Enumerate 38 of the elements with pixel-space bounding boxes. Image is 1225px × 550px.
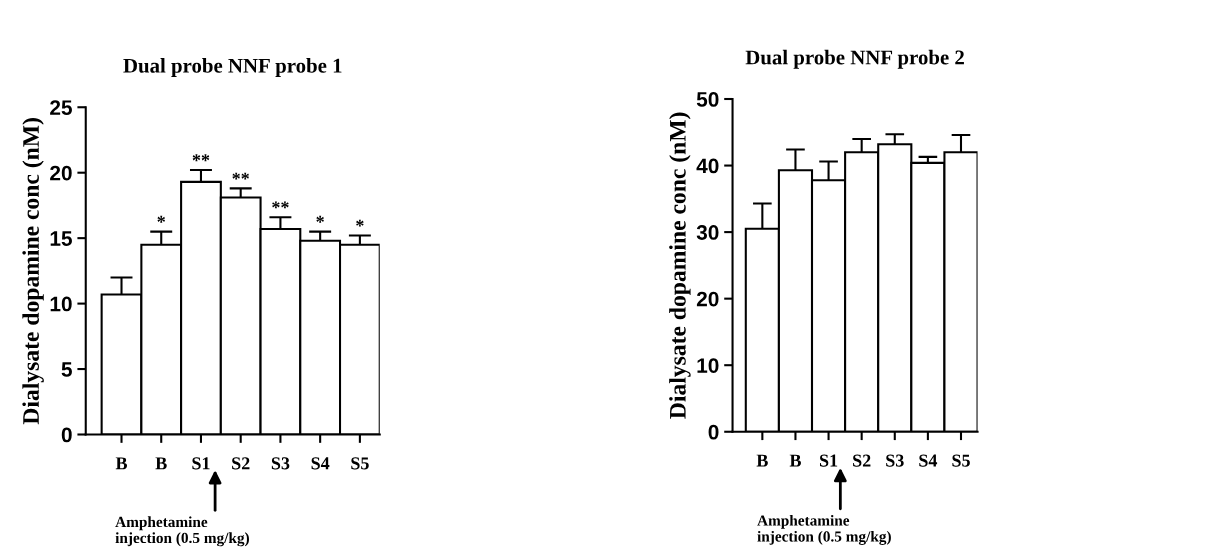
text: Amphetamine injection (0.5 mg/kg) xyxy=(757,514,891,545)
y-tick-label: 10 xyxy=(697,358,719,373)
y-tick-label: 40 xyxy=(696,158,719,174)
y-tick-label: 50 xyxy=(696,92,719,107)
y-tick-label: 30 xyxy=(696,225,719,240)
data-label: ** xyxy=(192,154,210,162)
x-tick-label: S5 xyxy=(351,457,369,470)
data-label: * xyxy=(316,215,324,223)
y-tick-label: 10 xyxy=(50,296,72,312)
text: Amphetamine injection (0.5 mg/kg) xyxy=(115,516,249,547)
x-tick-label: S5 xyxy=(952,454,970,467)
y-tick-label: 5 xyxy=(61,362,72,377)
y-tick-label: 20 xyxy=(696,291,719,307)
x-tick-label: S2 xyxy=(853,454,871,467)
x-tick-label: B xyxy=(115,457,128,470)
chart-title: Dual probe NNF probe 2 xyxy=(745,49,964,69)
x-tick-label: B xyxy=(756,454,768,467)
chart-title: Dual probe NNF probe 1 xyxy=(123,58,342,77)
x-tick-label: S2 xyxy=(232,457,250,470)
y-tick-label: 15 xyxy=(50,231,72,246)
x-tick-label: B xyxy=(789,454,801,467)
x-tick-label: S1 xyxy=(192,457,210,470)
x-tick-label: S4 xyxy=(919,454,938,467)
data-label: * xyxy=(356,219,364,227)
y-tick-label: 20 xyxy=(50,165,72,181)
y-axis-title: Dialysate dopamine conc (nM) xyxy=(22,118,44,425)
x-tick-label: S4 xyxy=(311,457,330,470)
data-label: * xyxy=(157,215,165,223)
x-tick-label: S3 xyxy=(886,454,904,467)
x-tick-label: S1 xyxy=(819,454,838,467)
data-label: ** xyxy=(232,172,249,180)
data-label: ** xyxy=(272,201,289,209)
x-tick-label: B xyxy=(155,457,167,470)
x-tick-label: S3 xyxy=(271,457,290,470)
y-tick-label: 0 xyxy=(61,427,72,443)
y-tick-label: 0 xyxy=(708,424,719,440)
y-axis-title: Dialysate dopamine conc (nM) xyxy=(669,112,691,419)
y-tick-label: 25 xyxy=(50,100,72,115)
